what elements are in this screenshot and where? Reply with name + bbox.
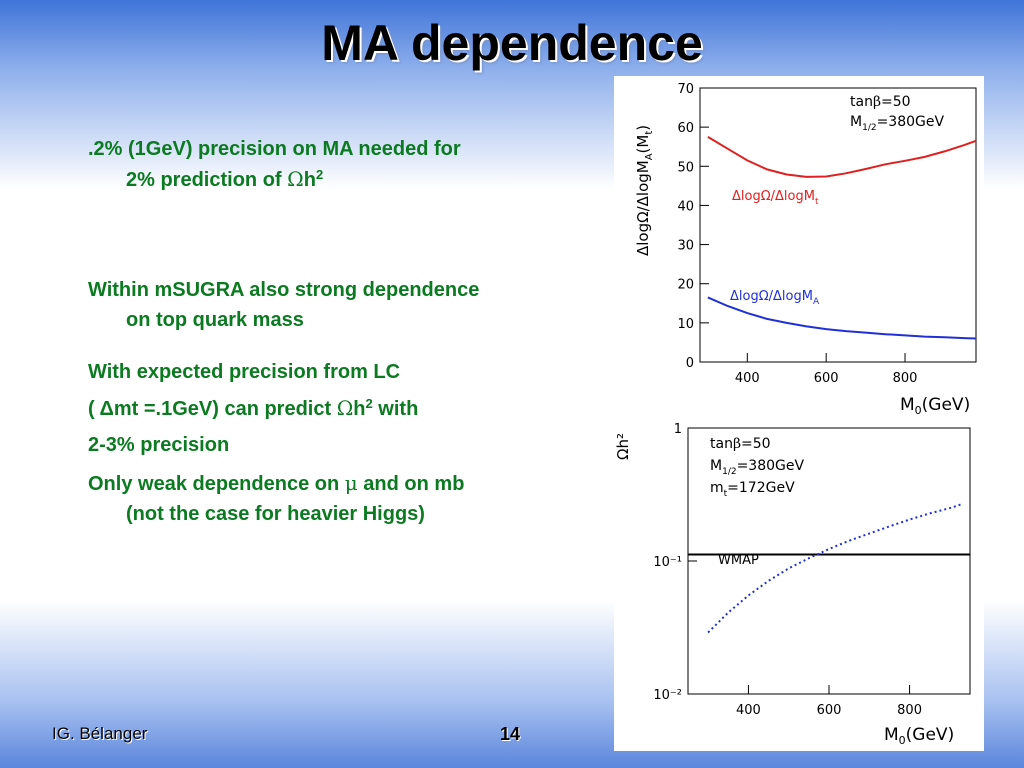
chart-2-xtick-label: 400: [736, 703, 761, 718]
chart-1-xlabel: M0(GeV): [900, 395, 970, 416]
slide-title: MA dependence: [321, 15, 703, 71]
chart-derivative-dependence: 0 10 20 30 40 50 60 70 400 600 800 tanβ=50 M1/2=3…: [614, 76, 984, 417]
bullet-3: With expected precision from LC ( Δmt =.…: [88, 357, 608, 460]
bullet-4-line-2: (not the case for heavier Higgs): [126, 503, 425, 525]
chart-2-ytick-label: 10⁻²: [653, 688, 682, 703]
chart-1-svg: 0 10 20 30 40 50 60 70 400 600 800 tanβ=50 M1/2=3…: [634, 82, 977, 417]
chart-2-legend-wmap: WMAP: [718, 553, 759, 568]
chart-1-ytick-label: 0: [686, 356, 694, 371]
bullet-2-line-1: Within mSUGRA also strong dependence: [88, 279, 480, 301]
chart-1-frame: [699, 87, 977, 363]
chart-relic-density: 1 10⁻¹ 10⁻² 400 600 800 tanβ=50 M1/2=380GeV …: [614, 414, 984, 751]
page-number: 14: [500, 724, 521, 744]
chart-1-x-axis: 400 600 800: [735, 353, 918, 386]
chart-2-annotation-mt: mt=172GeV: [710, 480, 795, 499]
bullet-2: Within mSUGRA also strong dependence on …: [88, 275, 608, 335]
chart-2-xtick-label: 800: [897, 703, 922, 718]
bullet-4: Only weak dependence on μ and on mb (not…: [88, 468, 608, 529]
chart-1-ytick-label: 50: [677, 160, 694, 175]
chart-1-ytick-label: 30: [677, 239, 694, 254]
chart-1-series-line-0: [707, 136, 977, 178]
chart-2-ytick-label: 10⁻¹: [653, 555, 682, 570]
bullet-2-line-2: on top quark mass: [126, 309, 304, 331]
chart-1-series: [707, 136, 977, 340]
chart-2-ytick-label: 1: [674, 422, 682, 437]
chart-2-series-line-1: [707, 503, 963, 634]
bullet-4-line-1: Only weak dependence on μ and on mb: [88, 471, 465, 495]
footer-author: IG. Bélanger: [52, 724, 148, 743]
chart-1-ytick-label: 60: [677, 121, 694, 136]
chart-1-xtick-label: 600: [814, 371, 839, 386]
chart-1-series-line-1: [707, 296, 977, 340]
mu-symbol: μ: [344, 471, 358, 495]
chart-1-ytick-label: 20: [677, 278, 694, 293]
superscript-2-b: 2: [365, 396, 373, 411]
bullet-1-line-2-text: 2% prediction of: [126, 169, 288, 191]
bullet-4-line-1-tail: and on mb: [357, 473, 465, 495]
chart-2-ylabel: Ωh²: [614, 433, 632, 460]
bullet-1-line-1: .2% (1GeV) precision on MA needed for: [88, 138, 461, 160]
chart-1-ylabel: ΔlogΩ/ΔlogMA(Mt): [634, 125, 655, 256]
h-letter-2: h: [353, 398, 366, 420]
bullet-3-line-2-with: with: [372, 398, 419, 420]
chart-1-y-axis: 0 10 20 30 40 50 60 70: [677, 82, 709, 371]
chart-1-legend-ma: ΔlogΩ/ΔlogMA: [730, 289, 820, 307]
chart-1-ytick-label: 40: [677, 199, 694, 214]
chart-1-ytick-label: 10: [677, 317, 694, 332]
bullet-list: .2% (1GeV) precision on MA needed for 2%…: [88, 134, 608, 529]
bullet-3-line-1: With expected precision from LC: [88, 361, 401, 383]
chart-2-y-axis: 1 10⁻¹ 10⁻²: [653, 422, 697, 703]
chart-2-svg: 110⁻¹10⁻² 400 600 800 tanβ=50 M1/2=380GeV …: [614, 422, 971, 747]
chart-2-xtick-label: 600: [817, 703, 842, 718]
bullet-4-line-1-text: Only weak dependence on: [88, 473, 345, 495]
bullet-3-line-2: ( Δmt =.1GeV) can predict Ωh2 with: [88, 393, 608, 424]
chart-1-ytick-label: 70: [677, 82, 694, 97]
chart-1-annotation-tanbeta: tanβ=50: [850, 94, 911, 110]
omega-symbol-2: Ω: [336, 396, 354, 420]
chart-2-x-axis: 400 600 800: [736, 685, 922, 718]
chart-2-annotation-tanbeta: tanβ=50: [710, 436, 771, 452]
bullet-1: .2% (1GeV) precision on MA needed for 2%…: [88, 134, 608, 195]
bullet-3-line-3: 2-3% precision: [88, 434, 230, 456]
superscript-2: 2: [315, 167, 324, 182]
chart-2-xlabel: M0(GeV): [884, 725, 954, 747]
bullet-1-line-2: 2% prediction of Ωh2: [88, 167, 324, 191]
chart-1-annotation-m12: M1/2=380GeV: [850, 114, 944, 133]
chart-1-xtick-label: 400: [735, 371, 760, 386]
chart-2-series: [688, 503, 970, 634]
omega-symbol: Ω: [287, 167, 304, 191]
chart-2-annotation-m12: M1/2=380GeV: [710, 458, 804, 477]
bullet-3-line-2-text: ( Δmt =.1GeV) can predict: [88, 398, 337, 420]
chart-1-xtick-label: 800: [893, 371, 918, 386]
h-letter: h: [303, 169, 316, 191]
chart-1-legend-mt: ΔlogΩ/ΔlogMt: [732, 189, 819, 207]
